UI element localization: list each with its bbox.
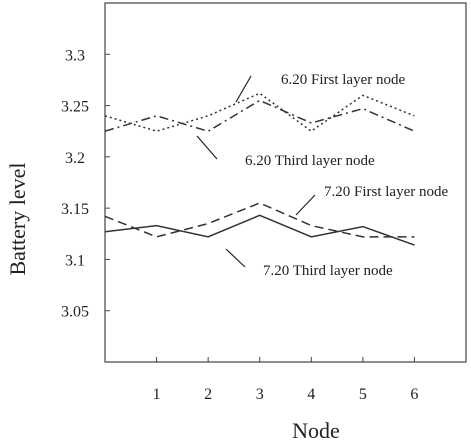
y-tick-label: 3.1 bbox=[65, 252, 85, 269]
y-axis-label: Battery level bbox=[5, 162, 30, 275]
y-tick-label: 3.3 bbox=[65, 47, 85, 64]
y-tick-label: 3.05 bbox=[61, 304, 89, 321]
chart-annotations: 6.20 First layer node 6.20 Third layer no… bbox=[196, 72, 448, 279]
chart-ticks: 3.05 3.1 3.15 3.2 3.25 3.3 1 2 3 4 5 6 bbox=[61, 47, 418, 403]
annotation-label-3: 7.20 First layer node bbox=[324, 184, 448, 200]
annotation-leader-2 bbox=[196, 135, 218, 160]
annotation-leader-3 bbox=[295, 194, 316, 216]
x-tick-label: 5 bbox=[359, 386, 367, 403]
series-line-1 bbox=[104, 92, 415, 133]
series-line-3 bbox=[104, 202, 415, 238]
annotation-label-4: 7.20 Third layer node bbox=[263, 263, 393, 279]
annotation-leader-1 bbox=[235, 75, 252, 103]
chart-lines bbox=[104, 92, 415, 246]
x-axis-label: Node bbox=[292, 418, 340, 443]
plot-frame bbox=[104, 2, 467, 363]
series-line-2 bbox=[104, 99, 415, 133]
x-tick-label: 3 bbox=[256, 386, 264, 403]
x-tick-label: 4 bbox=[307, 386, 315, 403]
y-tick-label: 3.25 bbox=[61, 99, 89, 116]
x-tick-label: 6 bbox=[410, 386, 418, 403]
x-tick-label: 2 bbox=[204, 386, 212, 403]
series-line-4 bbox=[104, 214, 415, 246]
y-tick-label: 3.2 bbox=[65, 150, 85, 167]
annotation-label-1: 6.20 First layer node bbox=[281, 72, 405, 88]
annotation-leader-4 bbox=[225, 248, 246, 268]
x-tick-label: 1 bbox=[153, 386, 161, 403]
annotation-label-2: 6.20 Third layer node bbox=[245, 153, 375, 169]
y-tick-label: 3.15 bbox=[61, 201, 89, 218]
chart-axes bbox=[104, 2, 467, 363]
